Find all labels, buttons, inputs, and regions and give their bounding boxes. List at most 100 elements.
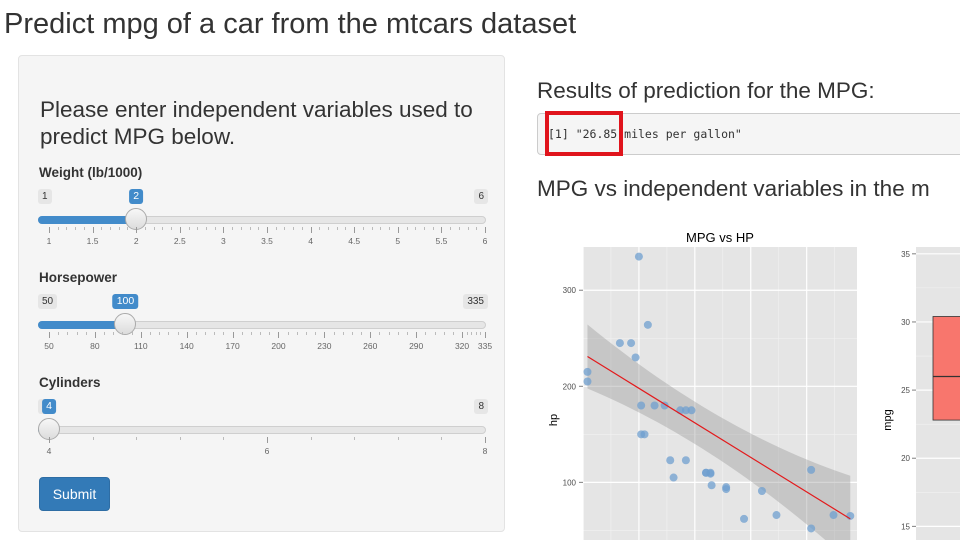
slider-tick bbox=[136, 227, 138, 233]
submit-button[interactable]: Submit bbox=[39, 477, 110, 511]
slider-minor-tick bbox=[284, 227, 286, 230]
cylinders-value-label: 4 bbox=[42, 399, 56, 414]
weight-max-label: 6 bbox=[474, 189, 488, 204]
slider-minor-tick bbox=[76, 332, 78, 335]
slider-tick-label: 80 bbox=[90, 341, 100, 351]
scatter-point bbox=[631, 353, 640, 362]
slider-tick-label: 260 bbox=[363, 341, 378, 351]
slider-tick-label: 5 bbox=[395, 236, 401, 246]
slider-tick-label: 170 bbox=[225, 341, 240, 351]
slider-minor-tick bbox=[423, 227, 425, 230]
weight-slider[interactable]: 1 6 2 1 1.5 2 2.5 3 3.5 4 4.5 5 5.5 6 bbox=[19, 189, 506, 279]
slider-minor-tick bbox=[214, 227, 216, 230]
slider-minor-tick bbox=[475, 332, 477, 335]
slider-minor-tick bbox=[301, 227, 303, 230]
slider-minor-tick bbox=[319, 227, 321, 230]
slider-minor-tick bbox=[354, 437, 356, 440]
slider-minor-tick bbox=[287, 332, 289, 335]
slider-minor-tick bbox=[66, 227, 68, 230]
slider-minor-tick bbox=[351, 332, 353, 335]
slider-minor-tick bbox=[434, 332, 436, 335]
slider-minor-tick bbox=[328, 227, 330, 230]
y-tick-label: 20 bbox=[901, 454, 910, 463]
y-tick-label: 15 bbox=[901, 522, 910, 531]
slider-tick-label: 5.5 bbox=[435, 236, 448, 246]
slider-tick bbox=[416, 332, 418, 338]
slider-tick-label: 200 bbox=[271, 341, 286, 351]
cylinders-max-label: 8 bbox=[474, 399, 488, 414]
slider-minor-tick bbox=[336, 227, 338, 230]
slider-tick-label: 230 bbox=[317, 341, 332, 351]
sidebar-panel: Please enter independent variables used … bbox=[18, 55, 505, 532]
results-title: Results of prediction for the MPG: bbox=[537, 78, 875, 103]
slider-minor-tick bbox=[425, 332, 427, 335]
scatter-point bbox=[583, 367, 592, 376]
slider-tick bbox=[462, 332, 464, 338]
horsepower-value-label: 100 bbox=[112, 294, 139, 309]
slider-tick-label: 140 bbox=[179, 341, 194, 351]
scatter-point bbox=[615, 339, 624, 348]
horsepower-slider[interactable]: 50 335 100 50 80 110 140 170 200 230 260 290 320 3… bbox=[19, 294, 506, 384]
slider-minor-tick bbox=[118, 227, 120, 230]
cylinders-slider[interactable]: 4 8 4 4 6 8 bbox=[19, 399, 506, 489]
scatter-point bbox=[681, 406, 690, 415]
slider-tick-label: 50 bbox=[44, 341, 54, 351]
scatter-point bbox=[637, 430, 646, 439]
slider-tick-label: 1.5 bbox=[86, 236, 99, 246]
slider-tick bbox=[310, 227, 312, 233]
slider-minor-tick bbox=[275, 227, 277, 230]
slider-minor-tick bbox=[397, 437, 399, 440]
y-tick-label: 300 bbox=[563, 286, 577, 295]
slider-minor-tick bbox=[397, 332, 399, 335]
slider-minor-tick bbox=[83, 227, 85, 230]
slider-minor-tick bbox=[113, 332, 115, 335]
slider-minor-tick bbox=[110, 227, 112, 230]
slider-tick-label: 320 bbox=[454, 341, 470, 351]
slider-minor-tick bbox=[361, 332, 363, 335]
slider-minor-tick bbox=[342, 332, 344, 335]
slider-minor-tick bbox=[406, 227, 408, 230]
slider-minor-tick bbox=[471, 332, 473, 335]
y-tick-label: 100 bbox=[563, 478, 577, 487]
slider-minor-tick bbox=[452, 332, 454, 335]
y-tick-label: 25 bbox=[901, 386, 910, 395]
slider-minor-tick bbox=[179, 437, 181, 440]
slider-tick-label: 8 bbox=[482, 446, 488, 456]
scatter-point bbox=[681, 456, 690, 465]
slider-minor-tick bbox=[315, 332, 317, 335]
slider-minor-tick bbox=[296, 332, 298, 335]
scatter-point bbox=[666, 456, 675, 465]
confidence-band bbox=[587, 324, 851, 540]
cylinders-slider-track[interactable] bbox=[38, 426, 486, 434]
slider-tick-label: 110 bbox=[134, 341, 148, 351]
slider-minor-tick bbox=[205, 227, 207, 230]
scatter-point bbox=[807, 524, 816, 533]
slider-minor-tick bbox=[240, 227, 242, 230]
slider-tick-label: 4.5 bbox=[348, 236, 361, 246]
slider-tick bbox=[485, 227, 486, 233]
weight-slider-fill bbox=[38, 216, 137, 224]
slider-minor-tick bbox=[310, 437, 312, 440]
sidebar-heading: Please enter independent variables used … bbox=[40, 97, 473, 149]
slider-tick bbox=[485, 332, 486, 338]
slider-minor-tick bbox=[223, 332, 225, 335]
slider-minor-tick bbox=[415, 227, 417, 230]
slider-tick bbox=[232, 332, 234, 338]
slider-tick bbox=[267, 227, 268, 233]
slider-minor-tick bbox=[85, 332, 87, 335]
slider-tick bbox=[49, 332, 50, 338]
scatter-point bbox=[757, 487, 766, 496]
plots-area: 100 200 300 MPG vs HP hp 15 20 25 30 35 mpg bbox=[548, 230, 960, 540]
slider-minor-tick bbox=[241, 332, 243, 335]
scatter-point bbox=[627, 339, 636, 348]
weight-value-label: 2 bbox=[129, 189, 144, 204]
slider-minor-tick bbox=[432, 227, 434, 230]
slider-tick bbox=[370, 332, 372, 338]
slider-tick-label: 2 bbox=[133, 236, 139, 246]
slider-minor-tick bbox=[260, 332, 262, 335]
plots-title: MPG vs independent variables in the m bbox=[537, 176, 930, 201]
slider-tick-label: 4 bbox=[46, 446, 52, 456]
horsepower-slider-handle[interactable] bbox=[114, 313, 137, 335]
scatter-panel bbox=[583, 247, 857, 540]
slider-tick-label: 3 bbox=[221, 236, 226, 246]
